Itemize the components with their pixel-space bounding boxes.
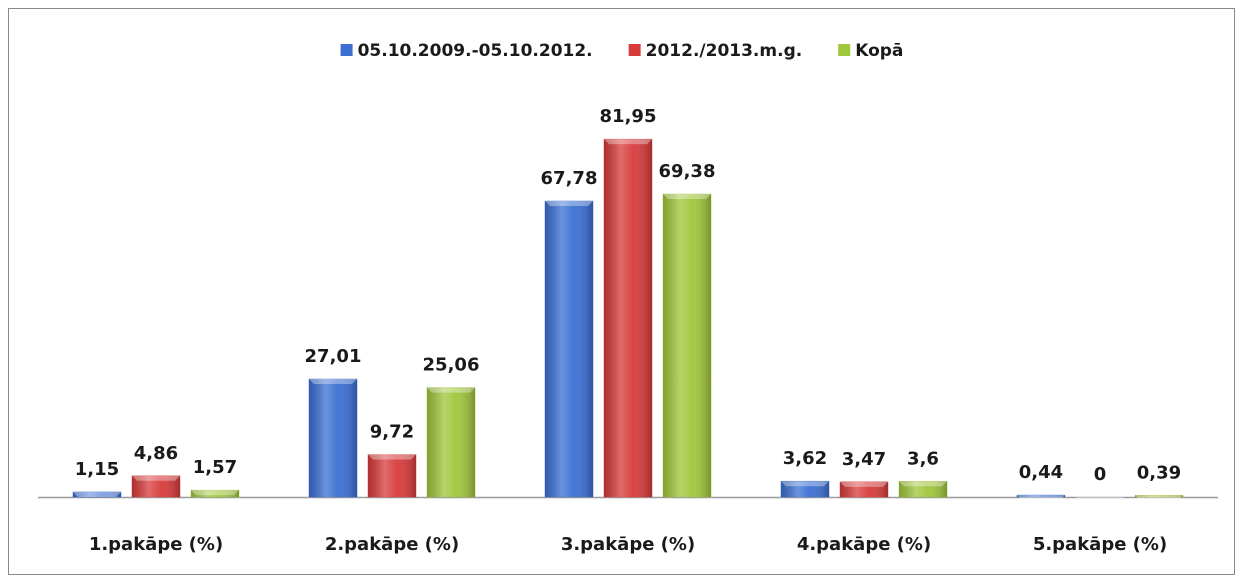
bar-shine <box>781 481 829 497</box>
bar-cap <box>73 491 121 497</box>
bar-shine <box>663 194 711 498</box>
bar-group <box>839 481 889 498</box>
value-label: 1,15 <box>75 459 119 480</box>
bar-cap <box>1135 495 1183 501</box>
legend-swatch <box>838 44 851 56</box>
value-label: 69,38 <box>659 161 716 182</box>
value-label: 0,39 <box>1137 462 1181 483</box>
bar-shine <box>1135 495 1183 497</box>
value-label: 4,86 <box>134 443 178 464</box>
bar-cap <box>132 475 180 481</box>
value-label: 25,06 <box>423 355 480 376</box>
bar-cap <box>1076 497 1124 502</box>
bar-shine <box>604 139 652 497</box>
bar-cap <box>368 454 416 460</box>
value-label: 3,6 <box>907 448 939 469</box>
bar-cap <box>781 481 829 487</box>
legend-label: Kopā <box>855 41 903 61</box>
value-label: 81,95 <box>600 106 657 127</box>
value-label: 0 <box>1094 464 1107 485</box>
x-tick-label: 2.pakāpe (%) <box>325 534 459 555</box>
bar-group <box>662 193 712 498</box>
bar-group <box>544 200 594 498</box>
legend-swatch <box>340 44 353 56</box>
value-label: 3,62 <box>783 448 827 469</box>
value-label: 3,47 <box>842 449 886 470</box>
bar-group <box>1016 494 1066 501</box>
bar-cap <box>840 481 888 487</box>
bar-shine <box>1017 495 1065 497</box>
x-tick-label: 4.pakāpe (%) <box>797 534 931 555</box>
bar-cap <box>427 387 475 393</box>
bar-shine <box>191 490 239 497</box>
value-label: 67,78 <box>541 168 598 189</box>
bar-shine <box>309 379 357 497</box>
bar-group <box>131 475 181 498</box>
legend: 05.10.2009.-05.10.2012. 2012./2013.m.g. Ko… <box>340 41 903 61</box>
bar-group <box>426 387 476 498</box>
x-tick-label: 3.pakāpe (%) <box>561 534 695 555</box>
bar-shine <box>73 491 121 497</box>
bar-shine <box>427 387 475 497</box>
value-label: 1,57 <box>193 457 237 478</box>
bar-group <box>603 138 653 498</box>
bar-group <box>1134 495 1184 501</box>
bar-shine <box>899 481 947 497</box>
value-label: 9,72 <box>370 422 414 443</box>
bar-group <box>367 454 417 498</box>
x-tick-label: 1.pakāpe (%) <box>89 534 223 555</box>
bar-cap <box>604 139 652 145</box>
bar-group <box>1076 497 1124 502</box>
bar-shine <box>840 481 888 497</box>
bar-cap <box>545 201 593 207</box>
bar-shine <box>368 454 416 497</box>
bar-group <box>72 491 122 498</box>
value-label: 0,44 <box>1019 462 1063 483</box>
legend-label: 05.10.2009.-05.10.2012. <box>358 41 593 61</box>
value-label: 27,01 <box>305 346 362 367</box>
bar-cap <box>663 194 711 200</box>
bar-shine <box>132 475 180 497</box>
bar-group <box>308 378 358 498</box>
bar-shine <box>545 201 593 497</box>
bar-group <box>898 481 948 498</box>
bar-group <box>780 480 830 498</box>
bar-cap <box>1017 495 1065 501</box>
bar-cap <box>899 481 947 487</box>
x-tick-label: 5.pakāpe (%) <box>1033 534 1167 555</box>
bar-cap <box>309 379 357 385</box>
bar-group <box>190 489 240 498</box>
legend-label: 2012./2013.m.g. <box>646 41 803 61</box>
legend-swatch <box>628 44 641 56</box>
bar-cap <box>191 490 239 496</box>
